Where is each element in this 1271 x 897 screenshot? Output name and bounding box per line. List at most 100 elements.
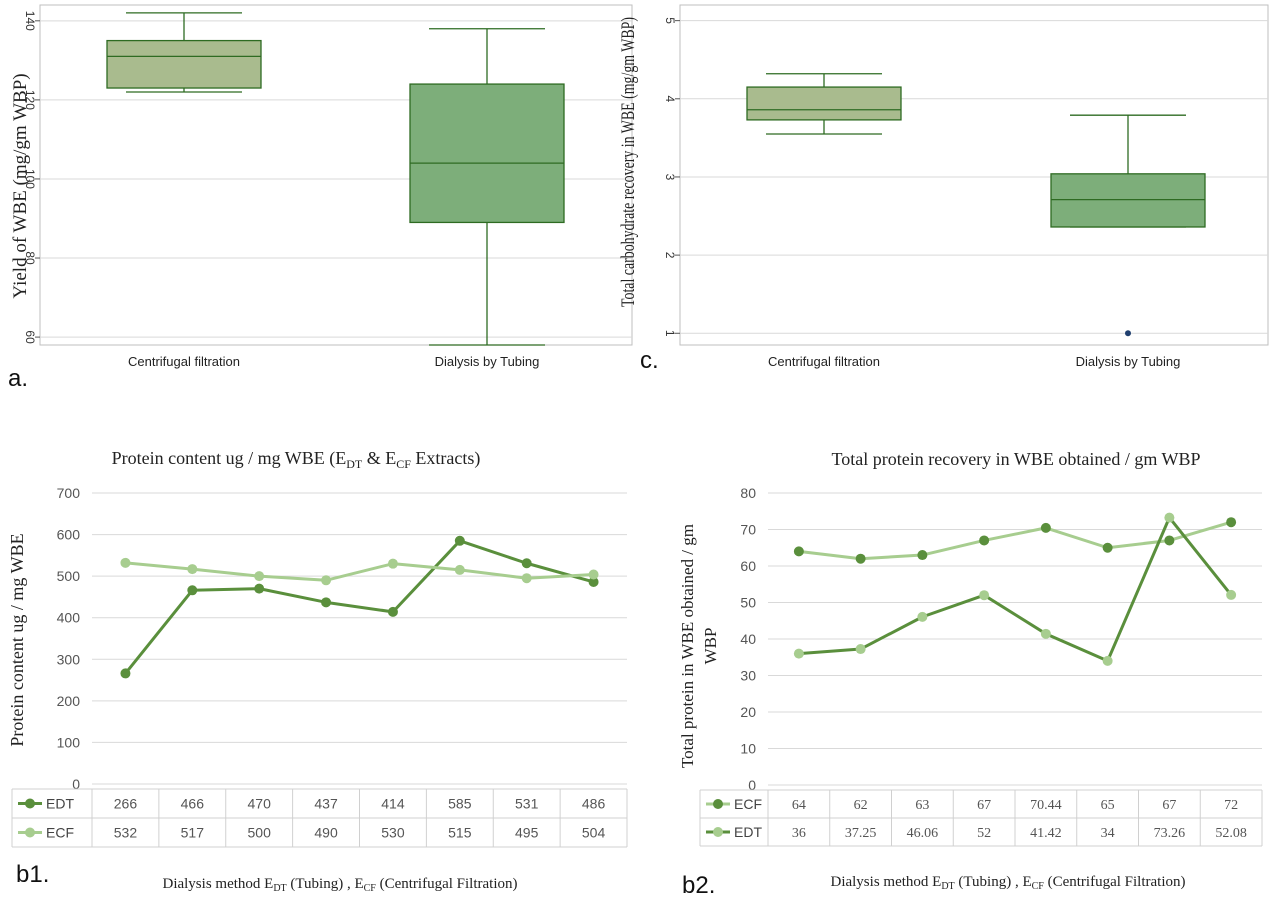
panel-c-label: c. xyxy=(640,347,659,374)
b1-table-cell: 266 xyxy=(114,796,138,812)
b1-legend-label: ECF xyxy=(46,825,74,841)
panel-c-box-plot: 1 2 3 4 5 Centrifugal filtration Dialysis by… xyxy=(618,4,1269,374)
a-iqr-box xyxy=(409,83,565,224)
b2-legend-key-marker xyxy=(713,799,723,809)
a-y-tick-label: 100 xyxy=(23,169,37,189)
b2-table-cell: 46.06 xyxy=(907,826,939,841)
b1-series-line-edt xyxy=(124,539,594,675)
panel-b1-xlabel-mid: (Tubing) , E xyxy=(287,876,364,892)
panel-b2-xlabel-sub1: DT xyxy=(941,881,954,892)
b2-point-edt xyxy=(793,648,804,659)
b1-point-ecf xyxy=(321,575,332,586)
b1-point-edt xyxy=(588,576,599,587)
b1-series-line-ecf xyxy=(125,561,594,582)
panel-b1-x-axis-label: Dialysis method EDT (Tubing) , ECF (Cent… xyxy=(162,876,517,894)
panel-b1-title-sub1: DT xyxy=(346,457,363,471)
b1-table-cell: 470 xyxy=(248,796,272,812)
panel-c-x-tick-1: Dialysis by Tubing xyxy=(1076,354,1181,369)
b2-point-edt xyxy=(1226,589,1237,600)
b2-point-ecf xyxy=(1164,535,1175,546)
c-y-tick-label: 5 xyxy=(663,17,677,24)
panel-b2-xlabel-end: (Centrifugal Filtration) xyxy=(1044,874,1186,890)
b1-y-tick-label: 600 xyxy=(57,527,81,543)
b2-series-line-edt xyxy=(798,516,1233,663)
panel-a-label: a. xyxy=(8,365,28,392)
b2-y-tick-label: 40 xyxy=(740,631,756,647)
panel-b1-xlabel-sub1: DT xyxy=(273,883,286,894)
panel-b1-series xyxy=(120,535,599,679)
b1-table-cell: 500 xyxy=(248,825,272,841)
b1-point-ecf xyxy=(187,564,198,575)
panel-b1-y-ticks: 0 100 200 300 400 500 600 700 xyxy=(57,485,81,792)
b1-point-ecf xyxy=(254,571,265,582)
c-y-tick-label: 3 xyxy=(663,174,677,181)
b1-table-cell: 466 xyxy=(181,796,205,812)
b2-y-tick-label: 0 xyxy=(748,777,756,793)
panel-b1-xlabel-end: (Centrifugal Filtration) xyxy=(376,876,518,892)
b2-point-edt xyxy=(917,611,928,622)
b2-table-cell: 72 xyxy=(1224,798,1238,813)
b2-y-tick-label: 80 xyxy=(740,485,756,501)
b2-table-cell: 36 xyxy=(792,826,806,841)
panel-b2-y-axis-label-line1: Total protein in WBE obtained / gm xyxy=(678,524,697,768)
b1-table-cell: 414 xyxy=(381,796,405,812)
a-box-0 xyxy=(106,12,262,93)
b2-legend-key-marker xyxy=(713,827,723,837)
b2-y-tick-label: 70 xyxy=(740,522,756,538)
panel-b2-y-ticks: 0 10 20 30 40 50 60 70 80 xyxy=(740,485,756,793)
b1-y-tick-label: 400 xyxy=(57,610,81,626)
b2-y-tick-label: 20 xyxy=(740,704,756,720)
b2-point-edt xyxy=(1164,512,1175,523)
panel-b1-label: b1. xyxy=(16,861,49,888)
panel-b2-xlabel-mid: (Tubing) , E xyxy=(955,874,1032,890)
a-y-tick-label: 120 xyxy=(23,90,37,110)
b2-point-ecf xyxy=(793,546,804,557)
b1-point-ecf xyxy=(454,564,465,575)
b2-point-edt xyxy=(1102,655,1113,666)
b1-point-edt xyxy=(321,597,332,608)
panel-c-boxes xyxy=(746,73,1206,337)
panel-b1-title-sub2: CF xyxy=(396,457,411,471)
b1-point-ecf xyxy=(387,558,398,569)
b1-table-cell: 517 xyxy=(181,825,205,841)
b2-y-tick-label: 60 xyxy=(740,558,756,574)
b1-y-tick-label: 500 xyxy=(57,568,81,584)
panel-b1-title-end: Extracts) xyxy=(411,448,480,469)
c-box-1 xyxy=(1050,114,1206,337)
panel-b2-series xyxy=(793,512,1237,666)
b1-table-cell: 495 xyxy=(515,825,539,841)
panel-a-y-ticks: 60 80 100 120 140 xyxy=(23,11,40,344)
panel-b1-title-mid: & E xyxy=(362,448,396,468)
panel-b1-line-chart: Protein content ug / mg WBE (EDT & ECF E… xyxy=(7,448,628,894)
b1-point-ecf xyxy=(588,569,599,580)
b1-point-edt xyxy=(187,585,198,596)
panel-a-y-axis-label: Yield of WBE (mg/gm WBP) xyxy=(10,73,31,298)
b2-table-cell: 64 xyxy=(792,798,806,813)
b2-table-cell: 70.44 xyxy=(1030,798,1062,813)
b1-legend-label: EDT xyxy=(46,796,74,812)
b2-table-cell: 63 xyxy=(915,798,929,813)
b1-table-cell: 531 xyxy=(515,796,539,812)
c-y-tick-label: 2 xyxy=(663,252,677,259)
b2-point-ecf xyxy=(855,553,866,564)
b2-table-cell: 52 xyxy=(977,826,991,841)
panel-a-box-plot: 60 80 100 120 140 Centrifugal filtration Dia… xyxy=(8,4,633,392)
c-y-tick-label: 1 xyxy=(663,330,677,337)
b2-table-cell: 62 xyxy=(854,798,868,813)
c-y-tick-label: 4 xyxy=(663,95,677,102)
panel-c-y-axis-label: Total carbohydrate recovery in WBE (mg/g… xyxy=(618,17,639,307)
b1-table-cell: 490 xyxy=(314,825,338,841)
panel-b2-x-axis-label: Dialysis method EDT (Tubing) , ECF (Cent… xyxy=(830,874,1185,892)
panel-b2-y-axis-label-line2: WBP xyxy=(701,628,720,665)
b1-table-cell: 532 xyxy=(114,825,138,841)
b1-point-edt xyxy=(454,535,465,546)
panel-b2-xlabel-main: Dialysis method E xyxy=(830,874,941,890)
b2-point-ecf xyxy=(917,550,928,561)
a-iqr-box xyxy=(106,39,262,89)
b2-table-cell: 37.25 xyxy=(845,826,877,841)
b1-table-cell: 486 xyxy=(582,796,606,812)
panel-b1-gridlines xyxy=(92,492,627,785)
b1-point-edt xyxy=(387,606,398,617)
b2-table-cell: 65 xyxy=(1101,798,1115,813)
